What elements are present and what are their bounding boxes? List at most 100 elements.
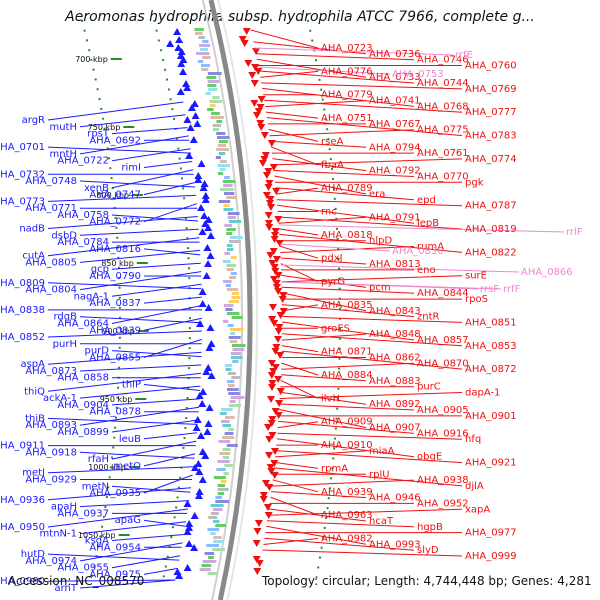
gene-label[interactable]: rimI (121, 163, 141, 174)
gene-label[interactable]: metO (113, 461, 141, 472)
gene-label[interactable]: rumA (417, 242, 444, 253)
gene-label[interactable]: hcaT (369, 516, 394, 527)
gene-label[interactable]: AHA_0844 (417, 288, 469, 299)
gene-label[interactable]: AHA_0905 (417, 405, 469, 416)
gene-label[interactable]: rseA (321, 136, 343, 147)
gene-label[interactable]: AHA_0873 (25, 366, 77, 377)
gene-label[interactable]: rdgB (54, 312, 78, 323)
gene-label[interactable]: AHA_0929 (25, 475, 77, 486)
gene-label[interactable]: AHA_0774 (465, 154, 517, 165)
gene-label[interactable]: purD (85, 346, 110, 357)
gene-label[interactable]: AHA_0939 (321, 487, 373, 498)
gene-label[interactable]: pyrG (321, 277, 345, 288)
gene-label[interactable]: AHA_0701 (0, 142, 45, 153)
gene-label[interactable]: metN (82, 481, 109, 492)
gene-label[interactable]: AHA_0775 (417, 125, 469, 136)
gene-label[interactable]: apaH (51, 502, 77, 513)
gene-label[interactable]: AHA_0858 (57, 373, 109, 384)
gene-label[interactable]: mutH (49, 122, 77, 133)
gene-label[interactable]: AHA_0791 (369, 212, 421, 223)
gene-label[interactable]: AHA_0771 (25, 203, 77, 214)
gene-label[interactable]: AHA_0805 (25, 257, 77, 268)
gene-label[interactable]: rpoS (465, 294, 488, 305)
gene-label[interactable]: AHA_0963 (321, 510, 373, 521)
gene-label[interactable]: AHA_0952 (417, 498, 469, 509)
gene-label[interactable]: surE (465, 271, 487, 282)
gene-label[interactable]: AHA_0872 (465, 364, 517, 375)
gene-label[interactable]: era (369, 189, 385, 200)
gene-label[interactable]: lepB (417, 218, 439, 229)
gene-label[interactable]: AHA_0935 (89, 488, 141, 499)
gene-label[interactable]: AHA_0839 (89, 325, 141, 336)
gene-label[interactable]: miaA (369, 446, 395, 457)
gene-label[interactable]: AHA_0747 (89, 190, 141, 201)
gene-label[interactable]: cutA (22, 251, 45, 262)
rna-label[interactable]: rrfF (503, 284, 521, 295)
gene-label[interactable]: AHA_0937 (57, 508, 109, 519)
gene-label[interactable]: AHA_0851 (465, 317, 517, 328)
gene-label[interactable]: AHA_0787 (465, 201, 517, 212)
gene-label[interactable]: AHA_0975 (89, 569, 141, 580)
gene-label[interactable]: ilvH (321, 393, 340, 404)
gene-label[interactable]: fbaA (321, 160, 344, 171)
gene-label[interactable]: AHA_0767 (369, 119, 421, 130)
gene-label[interactable]: AHA_0758 (57, 210, 109, 221)
gene-label[interactable]: gcp (91, 264, 109, 275)
gene-label[interactable]: slyD (417, 545, 439, 556)
gene-label[interactable]: AHA_0871 (321, 347, 373, 358)
gene-label[interactable]: AHA_0818 (321, 230, 373, 241)
gene-label[interactable]: AHA_0918 (25, 447, 77, 458)
gene-label[interactable]: AHA_0901 (465, 411, 517, 422)
gene-label[interactable]: pdxJ (321, 253, 343, 264)
gene-label[interactable]: AHA_0904 (57, 400, 109, 411)
gene-label[interactable]: AHA_0784 (57, 237, 109, 248)
gene-label[interactable]: AHA_0773 (0, 196, 45, 207)
gene-label[interactable]: AHA_0980 (0, 576, 45, 587)
gene-label[interactable]: AHA_0692 (89, 135, 141, 146)
gene-label[interactable]: AHA_0813 (369, 259, 421, 270)
gene-label[interactable]: AHA_0936 (0, 495, 45, 506)
gene-label[interactable]: leuB (119, 434, 141, 445)
rna-label[interactable]: rrsF (480, 284, 499, 295)
gene-label[interactable]: AHA_0736 (369, 49, 421, 60)
gene-label[interactable]: dsbD (51, 230, 77, 241)
gene-label[interactable]: xenB (84, 183, 109, 194)
gene-label[interactable]: AHA_0723 (321, 43, 373, 54)
gene-label[interactable]: AHA_0855 (89, 352, 141, 363)
gene-label[interactable]: AHA_0777 (465, 107, 517, 118)
gene-label[interactable]: AHA_0938 (417, 475, 469, 486)
gene-label[interactable]: AHA_0776 (321, 66, 373, 77)
gene-label[interactable]: AHA_0899 (57, 427, 109, 438)
gene-label[interactable]: argR (22, 115, 45, 126)
gene-label[interactable]: AHA_0722 (57, 156, 109, 167)
gene-label[interactable]: nlpD (369, 236, 392, 247)
gene-label[interactable]: AHA_0864 (57, 319, 109, 330)
gene-label[interactable]: rpsT (87, 129, 110, 140)
gene-label[interactable]: AHA_0746 (417, 55, 469, 66)
gene-label[interactable]: rnc (321, 207, 337, 218)
rna-label[interactable]: AHA_0830 (392, 246, 444, 257)
gene-label[interactable]: AHA_0853 (465, 341, 517, 352)
gene-label[interactable]: arnT (54, 583, 77, 594)
gene-label[interactable]: AHA_0950 (0, 522, 45, 533)
gene-label[interactable]: epd (417, 195, 436, 206)
gene-label[interactable]: AHA_0819 (465, 224, 517, 235)
gene-label[interactable]: AHA_0884 (321, 370, 373, 381)
gene-label[interactable]: AHA_0779 (321, 90, 373, 101)
gene-label[interactable]: AHA_0837 (89, 298, 141, 309)
gene-label[interactable]: AHA_0852 (0, 332, 45, 343)
gene-label[interactable]: AHA_0789 (321, 183, 373, 194)
gene-label[interactable]: AHA_0909 (321, 417, 373, 428)
gene-label[interactable]: AHA_0744 (417, 78, 469, 89)
gene-label[interactable]: apaG (115, 515, 141, 526)
gene-label[interactable]: AHA_0838 (0, 305, 45, 316)
gene-label[interactable]: mtnN-1 (40, 529, 77, 540)
gene-label[interactable]: hfq (465, 434, 481, 445)
gene-label[interactable]: AHA_0809 (0, 278, 45, 289)
gene-label[interactable]: AHA_0974 (25, 556, 77, 567)
rna-label[interactable]: rrfE (455, 50, 473, 61)
gene-label[interactable]: obgE (417, 452, 442, 463)
gene-label[interactable]: AHA_0748 (25, 176, 77, 187)
gene-label[interactable]: mntH (49, 149, 77, 160)
gene-label[interactable]: AHA_0770 (417, 172, 469, 183)
